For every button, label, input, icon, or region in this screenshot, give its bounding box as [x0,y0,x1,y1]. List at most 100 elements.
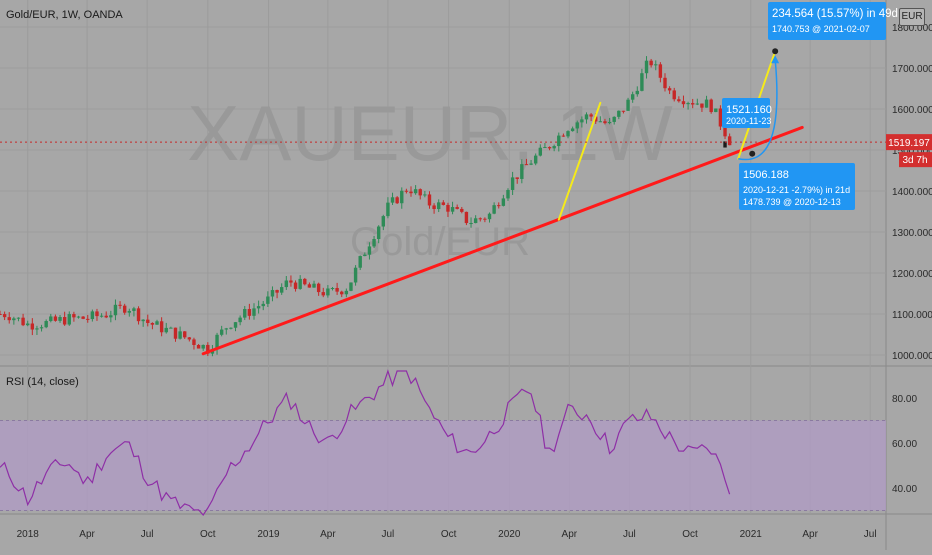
callout-top-line2: 1740.753 @ 2021-02-07 [772,24,870,34]
candle-body [427,194,432,206]
rsi-tick-label: 60.00 [892,439,917,450]
candle-body [594,116,598,122]
time-tick-label: 2021 [740,529,763,540]
time-tick-label: Jul [382,529,395,540]
candle-body [233,322,238,328]
candle-body [201,344,205,349]
rsi-band [0,420,886,511]
candle-body [141,319,145,322]
candle-body [187,337,192,340]
time-tick-label: Jul [864,529,877,540]
trendline-support [201,125,804,356]
candle-body [39,327,44,329]
candle-body [640,73,644,91]
candle-body [413,189,418,194]
time-tick-label: Jul [141,529,154,540]
callout-high-line1: 1521.160 [726,104,772,116]
candle-body [275,290,279,293]
candle-body [390,197,395,203]
candle-body [658,64,663,78]
time-tick-label: Jul [623,529,636,540]
candle-body [455,207,459,209]
candle-body [691,103,695,105]
candle-body [164,327,168,333]
countdown-tag [899,152,932,168]
callout-high-line2: 2020-11-23 [726,116,771,126]
candle-body [626,99,630,111]
candle-body [395,197,399,204]
candle-body [400,190,404,204]
candle-body [543,147,547,149]
price-tick-label: 1800.000 [892,23,932,34]
candle-body [21,317,25,326]
candle-body [473,218,478,224]
candle-body [663,77,667,89]
price-tick-label: 1700.000 [892,64,932,75]
candle-body [432,205,436,210]
candle-body [704,99,709,108]
candle-body [58,317,62,321]
candle-body [146,319,150,324]
candle-body [0,314,2,315]
candle-body [252,308,256,316]
candle-body [219,329,224,335]
candle-body [630,94,635,100]
candle-body [26,323,30,326]
candle-body [437,202,441,210]
candle-body [700,103,704,108]
candle-body [492,205,496,214]
time-tick-label: Apr [79,529,95,540]
candle-body [460,208,464,212]
candle-body [363,254,367,257]
candle-body [95,311,99,317]
candle-body [524,164,529,166]
candle-body [86,318,90,320]
candle-body [681,101,686,105]
projection-target-dot [772,48,779,55]
candle-body [515,177,519,179]
candle-body [303,278,307,285]
candle-body [99,315,104,317]
candle-body [30,323,35,330]
candle-body [109,315,113,318]
candle-body [169,327,173,329]
trendline-projection-1 [557,101,602,221]
candle-body [510,177,515,190]
candle-body [723,141,727,148]
candle-body [520,164,524,179]
candle-body [353,267,358,283]
candle-body [238,317,242,323]
candle-body [316,283,321,293]
watermark-symbol: XAUEUR, 1W [187,89,673,177]
callout-top [768,2,886,40]
candle-body [667,88,672,91]
candle-body [113,304,118,316]
projection-arrowhead [771,55,780,64]
candle-body [178,331,182,339]
callout-low-line2: 2020-12-21 -2.79%) in 21d [743,185,850,195]
candle-body [335,288,339,292]
candle-body [279,287,284,293]
candle-body [206,344,210,354]
time-tick-label: Oct [682,529,698,540]
candle-body [589,114,593,117]
callout-top-line1: 234.564 (15.57%) in 49d [772,8,898,20]
candle-body [506,189,510,199]
candle-body [81,316,85,319]
candle-body [570,128,575,132]
candle-body [404,190,409,192]
candle-body [612,116,616,122]
candle-body [409,191,413,194]
time-tick-label: 2019 [257,529,280,540]
currency-button[interactable]: EUR [899,8,925,26]
candle-body [243,309,247,318]
candle-body [155,321,159,325]
candle-body [621,110,626,112]
candle-body [561,135,566,137]
candle-body [67,314,71,325]
candle-body [376,226,381,240]
candle-body [538,147,543,156]
candle-body [136,308,141,322]
